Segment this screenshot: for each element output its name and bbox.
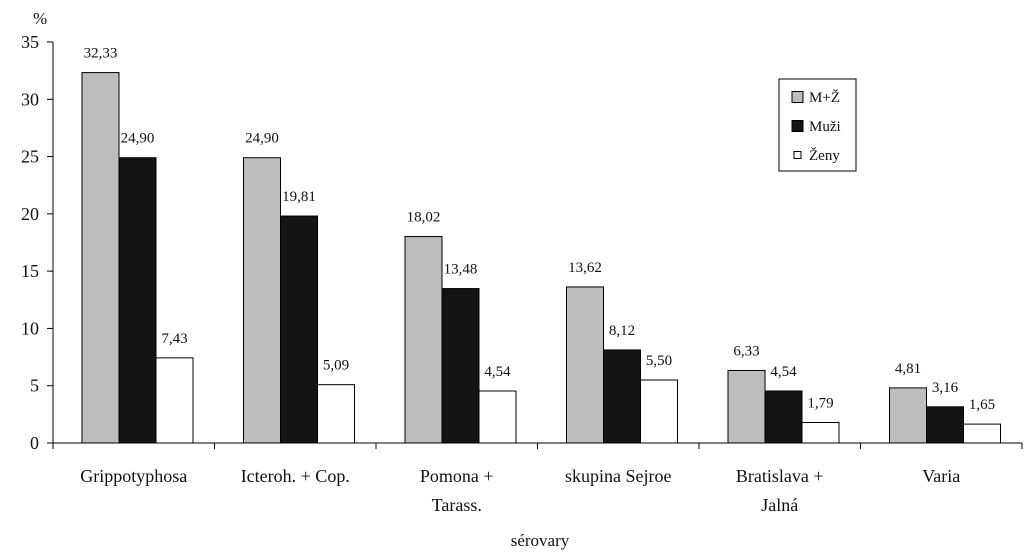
y-tick-label: 15: [21, 261, 39, 281]
category-label: Pomona +: [420, 466, 494, 486]
legend: M+Ž Muži Ženy: [778, 78, 857, 172]
data-label: 19,81: [282, 189, 316, 205]
data-label: 13,62: [568, 260, 602, 276]
data-label: 18,02: [407, 210, 441, 226]
data-label: 13,48: [444, 262, 478, 278]
y-tick-label: 5: [30, 376, 39, 396]
y-tick-label: 35: [21, 32, 39, 52]
data-label: 24,90: [121, 131, 155, 147]
bar-M+Ž-1: [243, 157, 281, 444]
y-tick-label: 0: [30, 433, 39, 453]
bar-Ženy-3: [640, 379, 678, 444]
data-label: 5,50: [646, 353, 672, 369]
y-tick-label: 20: [21, 204, 39, 224]
data-label: 4,81: [895, 361, 921, 377]
y-axis-title: %: [33, 9, 47, 28]
bar-Ženy-4: [801, 421, 840, 444]
data-label: 3,16: [932, 380, 959, 396]
bar-Muži-0: [118, 157, 157, 444]
data-label: 32,33: [84, 46, 118, 62]
legend-swatch: [791, 120, 804, 132]
data-label: 4,54: [484, 364, 511, 380]
data-label: 1,65: [969, 397, 995, 413]
y-tick-label: 25: [21, 147, 39, 167]
legend-swatch: [793, 151, 802, 159]
bar-Ženy-1: [317, 384, 355, 444]
category-label: Grippotyphosa: [80, 466, 187, 486]
data-label: 7,43: [161, 331, 187, 347]
data-label: 4,54: [770, 364, 797, 380]
x-axis-title: sérovary: [511, 531, 570, 550]
bar-Muži-4: [764, 390, 803, 444]
category-label: Jalná: [761, 495, 798, 515]
bar-Muži-2: [441, 288, 480, 444]
data-label: 1,79: [807, 395, 833, 411]
category-label: Varia: [922, 466, 960, 486]
category-label: Icteroh. + Cop.: [241, 466, 350, 486]
data-label: 24,90: [245, 131, 279, 147]
bar-M+Ž-3: [566, 286, 604, 444]
bar-M+Ž-4: [727, 369, 766, 444]
bar-Muži-1: [280, 215, 318, 444]
category-label: Bratislava +: [736, 466, 824, 486]
category-label: Tarass.: [432, 495, 482, 515]
legend-label: Muži: [809, 119, 841, 135]
y-tick-label: 10: [21, 318, 39, 338]
bar-Ženy-2: [478, 390, 517, 444]
bar-M+Ž-2: [404, 236, 443, 444]
bar-Ženy-0: [155, 357, 194, 444]
legend-label: M+Ž: [809, 89, 840, 106]
plot-area: 0 5 10 15 20 25 30 35 32,33 24,90 18,02 13,62 6,33 4,…: [21, 32, 1023, 515]
y-tick-label: 30: [21, 89, 39, 109]
bar-M+Ž-0: [81, 72, 120, 444]
data-label: 6,33: [733, 343, 759, 359]
bar-Muži-3: [603, 349, 641, 444]
bar-Ženy-5: [963, 423, 1001, 444]
bar-M+Ž-5: [889, 387, 927, 444]
data-label: 8,12: [609, 323, 635, 339]
category-label: skupina Sejroe: [565, 466, 671, 486]
bar-Muži-5: [926, 406, 964, 444]
legend-swatch: [791, 91, 804, 103]
legend-label: Ženy: [809, 147, 840, 164]
data-label: 5,09: [323, 358, 349, 374]
